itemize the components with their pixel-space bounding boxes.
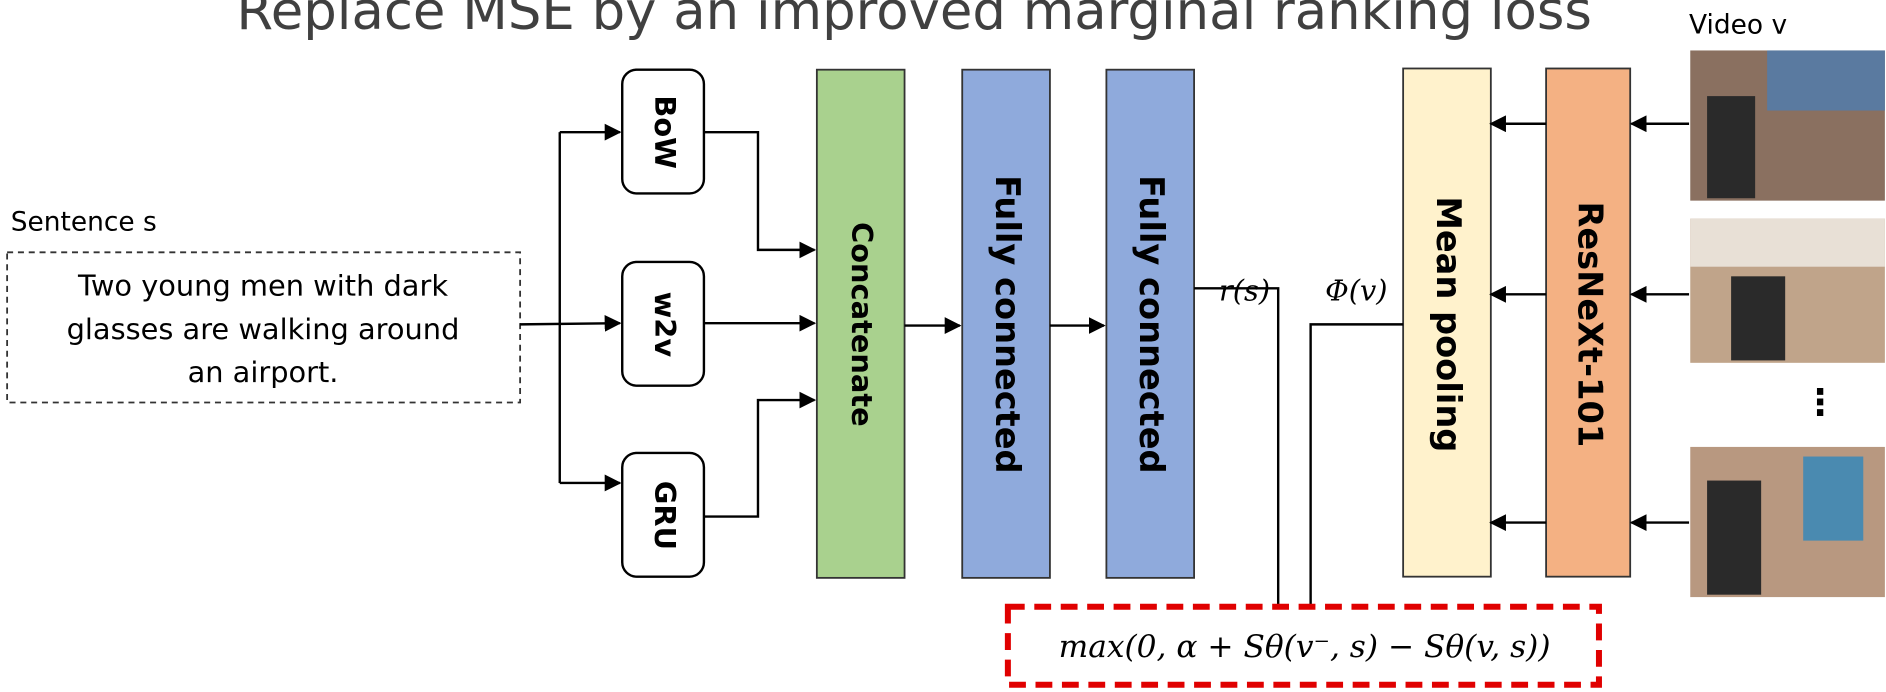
node-label: w2v bbox=[648, 292, 682, 358]
node-label: Concatenate bbox=[845, 222, 879, 427]
video-embedding-label: Φ(v) bbox=[1325, 273, 1387, 307]
sentence-line: an airport. bbox=[188, 355, 339, 389]
diagram: Replace MSE by an improved marginal rank… bbox=[0, 0, 1886, 692]
video-label: Video v bbox=[1689, 10, 1787, 41]
sentence-label: Sentence s bbox=[11, 207, 157, 238]
video-frame bbox=[1690, 50, 1885, 200]
video-frame bbox=[1690, 219, 1885, 363]
video-frame bbox=[1690, 447, 1885, 597]
sentence-line: Two young men with dark bbox=[77, 269, 448, 303]
sentence-line: glasses are walking around bbox=[67, 312, 460, 346]
title: Replace MSE by an improved marginal rank… bbox=[236, 0, 1592, 42]
node-label: Fully connected bbox=[988, 175, 1027, 474]
loss-formula: max(0, α + Sθ(v⁻, s) − Sθ(v, s)) bbox=[1059, 629, 1551, 665]
node-label: ResNeXt-101 bbox=[1571, 201, 1610, 447]
node-label: BoW bbox=[648, 95, 682, 169]
node-label: GRU bbox=[648, 481, 682, 550]
node-label: Fully connected bbox=[1132, 175, 1171, 474]
ellipsis: ⋮ bbox=[1802, 382, 1838, 423]
node-label: Mean pooling bbox=[1429, 196, 1468, 452]
text-embedding-label: r(s) bbox=[1219, 273, 1270, 307]
